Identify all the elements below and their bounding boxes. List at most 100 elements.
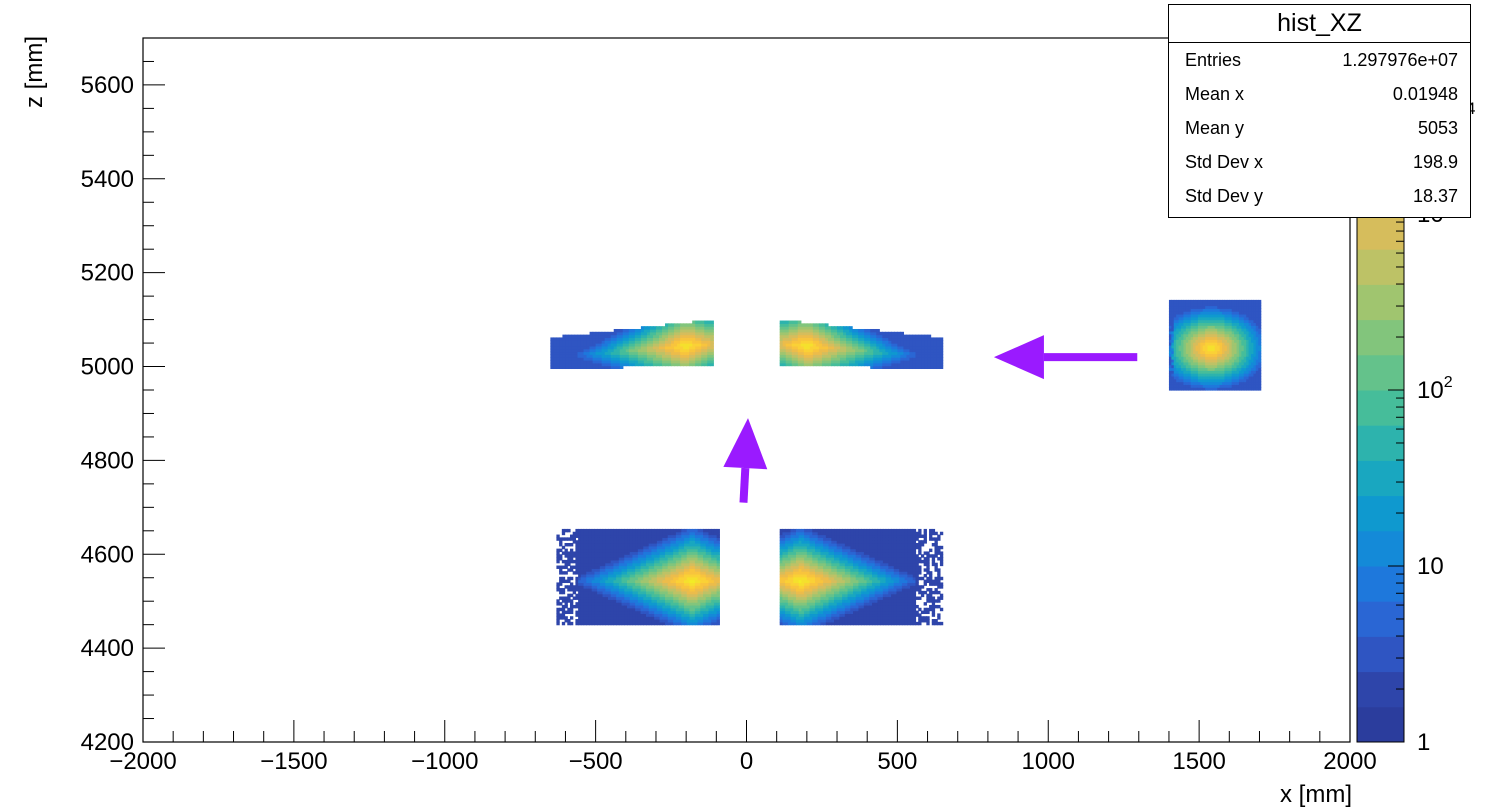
heatmap-cell xyxy=(692,613,696,617)
heatmap-cell xyxy=(675,528,680,533)
heatmap-cell xyxy=(1173,339,1177,343)
heatmap-cell xyxy=(1222,384,1226,388)
heatmap-cell xyxy=(594,616,598,620)
heatmap-cell xyxy=(673,593,677,598)
heatmap-cell xyxy=(711,568,715,572)
heatmap-cell xyxy=(654,557,658,561)
heatmap-cell xyxy=(713,554,718,558)
heatmap-cell xyxy=(1229,316,1233,321)
heatmap-cell xyxy=(556,559,560,564)
heatmap-cell xyxy=(1224,325,1228,329)
heatmap-cell xyxy=(681,568,685,572)
heatmap-cell xyxy=(607,340,612,344)
heatmap-cell xyxy=(710,326,714,330)
heatmap-cell xyxy=(586,357,591,361)
heatmap-cell xyxy=(583,585,587,589)
heatmap-cell xyxy=(694,537,699,541)
heatmap-cell xyxy=(707,345,711,350)
heatmap-cell xyxy=(713,531,718,536)
heatmap-cell xyxy=(689,540,693,544)
heatmap-cell xyxy=(921,351,926,355)
heatmap-cell xyxy=(559,359,564,364)
heatmap-cell xyxy=(1195,347,1199,352)
heatmap-cell xyxy=(637,579,642,584)
heatmap-cell xyxy=(700,619,704,623)
heatmap-cell xyxy=(559,345,564,350)
heatmap-cell xyxy=(595,348,600,353)
heatmap-cell xyxy=(673,590,677,595)
heatmap-cell xyxy=(906,362,911,367)
heatmap-cell xyxy=(809,362,814,367)
heatmap-cell xyxy=(1190,339,1194,343)
heatmap-cell xyxy=(716,596,720,600)
heatmap-cell xyxy=(618,582,623,586)
heatmap-cell xyxy=(936,345,941,350)
heatmap-cell xyxy=(586,613,590,617)
heatmap-cell xyxy=(553,351,557,355)
heatmap-cell xyxy=(1226,353,1230,357)
heatmap-cell xyxy=(711,610,715,615)
heatmap-cell xyxy=(1195,361,1199,366)
heatmap-cell xyxy=(1200,384,1204,388)
heatmap-cell xyxy=(915,365,920,370)
heatmap-cell xyxy=(583,621,587,626)
heatmap-cell xyxy=(710,354,714,358)
heatmap-cell xyxy=(933,340,938,344)
heatmap-cell xyxy=(686,345,690,350)
heatmap-cell xyxy=(1234,339,1238,343)
heatmap-cell xyxy=(1251,322,1255,326)
heatmap-cell xyxy=(930,343,935,347)
heatmap-cell xyxy=(798,619,803,623)
heatmap-cell xyxy=(1173,364,1177,369)
heatmap-cell xyxy=(804,562,808,567)
heatmap-cell xyxy=(1173,344,1177,349)
heatmap-cell xyxy=(656,565,661,569)
heatmap-cell xyxy=(571,345,576,350)
heatmap-cell xyxy=(707,343,711,347)
heatmap-cell xyxy=(624,540,628,544)
heatmap-cell xyxy=(649,357,654,361)
heatmap-cell xyxy=(1171,316,1175,321)
heatmap-cell xyxy=(637,557,642,561)
heatmap-cell xyxy=(1258,367,1262,371)
heatmap-cell xyxy=(1197,308,1201,312)
heatmap-cell xyxy=(716,599,720,603)
heatmap-cell xyxy=(834,354,838,358)
heatmap-cell xyxy=(574,359,579,364)
heatmap-cell xyxy=(629,590,634,595)
heatmap-cell xyxy=(795,537,800,541)
heatmap-cell xyxy=(798,554,803,558)
heatmap-cell xyxy=(550,345,554,350)
heatmap-cell xyxy=(681,621,685,626)
heatmap-cell xyxy=(654,528,658,533)
heatmap-cell xyxy=(711,593,715,598)
heatmap-cell xyxy=(888,354,892,358)
heatmap-cell xyxy=(861,359,865,364)
heatmap-cell xyxy=(1183,353,1187,357)
heatmap-cell xyxy=(616,568,620,572)
heatmap-cell xyxy=(648,548,653,553)
heatmap-cell xyxy=(569,548,574,553)
heatmap-cell xyxy=(882,334,886,339)
heatmap-cell xyxy=(855,359,859,364)
heatmap-cell xyxy=(1173,359,1177,363)
heatmap-cell xyxy=(867,362,871,367)
heatmap-cell xyxy=(689,326,693,330)
heatmap-cell xyxy=(1224,361,1228,366)
heatmap-cell xyxy=(591,568,596,572)
heatmap-cell xyxy=(589,351,594,355)
heatmap-cell xyxy=(804,576,808,581)
heatmap-cell xyxy=(681,571,685,575)
heatmap-cell xyxy=(782,528,786,533)
heatmap-cell xyxy=(897,348,901,353)
heatmap-cell xyxy=(818,348,823,353)
heatmap-cell xyxy=(794,359,799,364)
heatmap-cell xyxy=(654,593,658,598)
heatmap-cell xyxy=(870,351,874,355)
heatmap-cell xyxy=(594,531,598,536)
heatmap-cell xyxy=(565,334,570,339)
heatmap-cell xyxy=(1229,373,1233,377)
heatmap-cell xyxy=(708,571,712,575)
heatmap-cell xyxy=(1224,308,1228,312)
heatmap-cell xyxy=(705,568,710,572)
